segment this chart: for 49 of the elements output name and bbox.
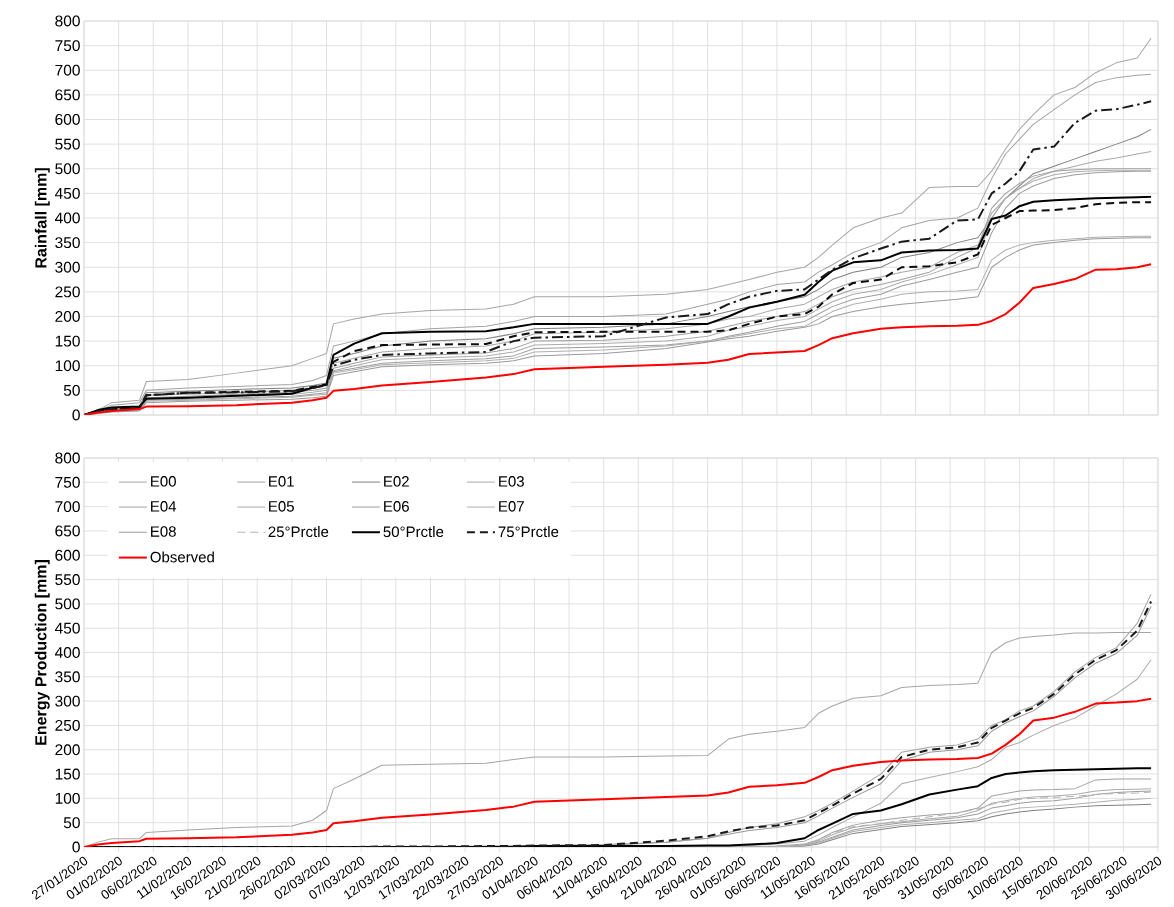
y-tick-label: 400 [54,212,80,224]
y-tick-label: 750 [55,476,80,488]
legend-label: E05 [269,501,294,512]
legend-label: E01 [269,476,294,487]
y-tick-label: 250 [55,286,80,298]
y-tick-label: 450 [54,622,80,634]
y-tick-label: 600 [55,114,80,125]
y-tick-label: 700 [55,64,80,76]
y-tick-label: 550 [55,138,80,150]
y-tick-label: 100 [55,360,80,372]
y-tick-label: 200 [55,744,80,756]
legend-label: E03 [499,476,524,487]
y-tick-label: 300 [55,695,80,707]
legend-label: E07 [499,501,524,512]
y-tick-label: 300 [55,261,80,273]
legend-label: 25°Prctle [268,526,329,538]
y-tick-label: 750 [55,40,80,52]
y-axis-title: Rainfall [mm] [34,168,50,268]
y-tick-label: 600 [55,549,80,561]
y-tick-label: 350 [55,237,80,249]
y-tick-label: 50 [63,817,80,829]
y-tick-label: 500 [55,163,80,175]
y-tick-label: 650 [55,525,80,537]
legend-label: E08 [151,526,176,537]
legend-label: E02 [384,476,409,487]
y-tick-label: 650 [55,89,80,101]
y-tick-label: 200 [55,311,80,322]
y-tick-label: 500 [55,598,80,610]
y-tick-label: 700 [55,501,80,513]
y-tick-label: 50 [63,384,80,396]
y-tick-label: 350 [55,671,80,683]
y-tick-label: 150 [55,768,80,780]
y-tick-label: 150 [55,335,80,347]
y-axis-title: Energy Production [mm] [34,560,50,745]
y-tick-label: 0 [72,841,80,853]
legend-label: E04 [151,501,177,512]
y-tick-label: 400 [54,647,80,658]
y-tick-label: 800 [55,15,80,27]
legend-label: Observed [150,551,214,563]
legend-label: E00 [151,476,176,487]
legend-label: 50°Prctle [383,526,444,538]
y-tick-label: 250 [55,719,80,731]
y-tick-label: 100 [55,792,80,804]
legend-label: E06 [384,501,409,512]
y-tick-label: 0 [72,409,80,421]
y-tick-label: 550 [55,574,80,586]
legend-label: 75°Prctle [498,526,559,538]
y-tick-label: 800 [55,452,80,464]
y-tick-label: 450 [54,187,80,199]
